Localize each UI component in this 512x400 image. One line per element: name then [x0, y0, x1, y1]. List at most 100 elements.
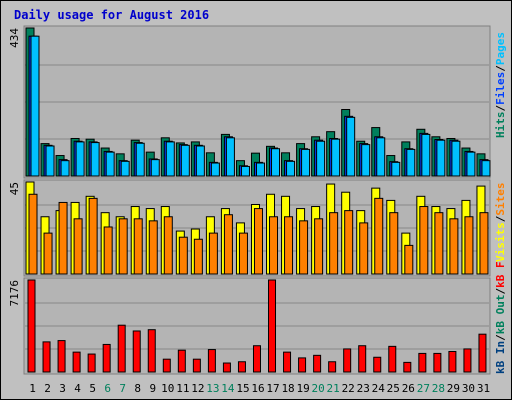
- bar-pages-day-6: [105, 151, 115, 177]
- day-label-25: 25: [387, 382, 400, 395]
- bar-kb-f-day-13: [207, 349, 216, 373]
- legend-item: /: [494, 288, 507, 295]
- bar-pages-day-20: [316, 140, 326, 177]
- day-label-27: 27: [417, 382, 430, 395]
- day-label-21: 21: [327, 382, 340, 395]
- legend-item: /: [494, 215, 507, 222]
- bar-sites-day-4: [73, 218, 83, 275]
- middle-legend-text: Visits/Sites: [494, 183, 507, 263]
- bar-pages-day-13: [210, 162, 220, 177]
- bar-kb-f-day-11: [177, 349, 186, 373]
- day-label-17: 17: [266, 382, 279, 395]
- bar-sites-day-20: [314, 218, 324, 275]
- bar-kb-f-day-2: [42, 341, 51, 373]
- bar-pages-day-18: [286, 160, 296, 177]
- bar-kb-f-day-1: [27, 279, 36, 373]
- bar-pages-day-12: [195, 145, 205, 177]
- legend-item: kB Out: [494, 295, 507, 335]
- bar-pages-day-23: [361, 144, 371, 177]
- bar-pages-day-3: [60, 160, 70, 177]
- legend-item: Hits: [494, 112, 507, 139]
- bar-sites-day-19: [299, 220, 309, 275]
- bar-sites-day-21: [329, 212, 339, 275]
- day-label-20: 20: [312, 382, 325, 395]
- bar-sites-day-17: [269, 216, 279, 275]
- day-label-4: 4: [74, 382, 81, 395]
- legend-item: Visits: [494, 222, 507, 262]
- bar-sites-day-30: [464, 216, 474, 275]
- bar-pages-day-16: [255, 162, 265, 177]
- day-label-28: 28: [432, 382, 445, 395]
- day-label-5: 5: [89, 382, 96, 395]
- bar-kb-f-day-27: [418, 352, 427, 373]
- legend-item: /: [494, 334, 507, 341]
- day-label-9: 9: [149, 382, 156, 395]
- panel-top-legend: Hits/Files/Pages: [494, 32, 507, 138]
- bar-kb-f-day-24: [373, 356, 382, 373]
- bar-kb-f-day-19: [298, 357, 307, 373]
- bar-pages-day-27: [421, 133, 431, 177]
- bar-pages-day-17: [271, 148, 281, 177]
- bar-pages-day-2: [45, 145, 55, 177]
- bar-kb-f-day-28: [433, 352, 442, 373]
- bar-kb-f-day-29: [448, 350, 457, 373]
- top-legend-text: Hits/Files/Pages: [494, 32, 507, 138]
- bar-pages-day-25: [391, 161, 401, 177]
- day-label-18: 18: [281, 382, 294, 395]
- bar-pages-day-15: [240, 165, 250, 177]
- bar-pages-day-22: [346, 116, 356, 177]
- bar-sites-day-15: [238, 232, 248, 275]
- panel-top-grid: [25, 64, 489, 140]
- x-axis-day-labels: 1 2 3 4 5 6 7 8 9 10 11 12 13 14 15 16 17 18 19 20 21 22 23 24 2…: [29, 382, 490, 395]
- bar-sites-day-5: [88, 197, 98, 275]
- bar-sites-day-16: [253, 208, 263, 275]
- panel-top: 434 Hits/Files/Pages: [8, 25, 507, 179]
- day-label-16: 16: [251, 382, 264, 395]
- day-label-29: 29: [447, 382, 460, 395]
- bar-sites-day-26: [404, 244, 414, 275]
- bar-pages-day-1: [30, 35, 40, 177]
- bar-kb-f-day-16: [252, 345, 261, 373]
- bar-kb-f-day-14: [222, 362, 231, 373]
- bar-kb-f-day-7: [117, 324, 126, 373]
- day-label-10: 10: [161, 382, 174, 395]
- day-label-22: 22: [342, 382, 355, 395]
- bar-sites-day-2: [43, 232, 53, 275]
- day-label-12: 12: [191, 382, 204, 395]
- panel-bottom-max-label: 7176: [8, 280, 21, 307]
- bar-kb-f-day-8: [132, 330, 141, 373]
- bar-sites-day-23: [359, 222, 369, 275]
- day-label-13: 13: [206, 382, 219, 395]
- bar-sites-day-3: [58, 201, 68, 275]
- day-label-24: 24: [372, 382, 386, 395]
- day-label-30: 30: [462, 382, 475, 395]
- day-label-6: 6: [104, 382, 111, 395]
- bar-sites-day-31: [479, 212, 489, 275]
- bar-pages-day-30: [466, 151, 476, 177]
- bar-sites-day-27: [419, 206, 429, 275]
- bar-sites-day-28: [434, 212, 444, 275]
- bar-kb-f-day-22: [343, 348, 352, 373]
- legend-item: kB F: [494, 261, 507, 288]
- bar-kb-f-day-10: [162, 358, 171, 373]
- bar-pages-day-9: [150, 159, 160, 177]
- day-label-26: 26: [402, 382, 415, 395]
- bar-sites-day-1: [28, 193, 38, 275]
- bar-pages-day-4: [75, 141, 85, 177]
- legend-item: Files: [494, 72, 507, 105]
- legend-item: Sites: [494, 183, 507, 216]
- chart-title: Daily usage for August 2016: [14, 8, 209, 22]
- bar-sites-day-24: [374, 197, 384, 275]
- day-label-15: 15: [236, 382, 249, 395]
- bottom-legend-text: kB In/kB Out/kB F: [494, 261, 507, 374]
- panel-middle-max-label: 45: [8, 182, 21, 195]
- bar-pages-day-31: [481, 160, 491, 177]
- panel-top-max-label: 434: [8, 28, 21, 48]
- legend-item: /: [494, 105, 507, 112]
- bar-sites-day-7: [118, 218, 128, 275]
- bar-pages-day-10: [165, 141, 175, 177]
- bar-pages-day-19: [301, 148, 311, 177]
- bar-sites-day-14: [223, 214, 233, 275]
- bar-kb-f-day-25: [388, 345, 397, 373]
